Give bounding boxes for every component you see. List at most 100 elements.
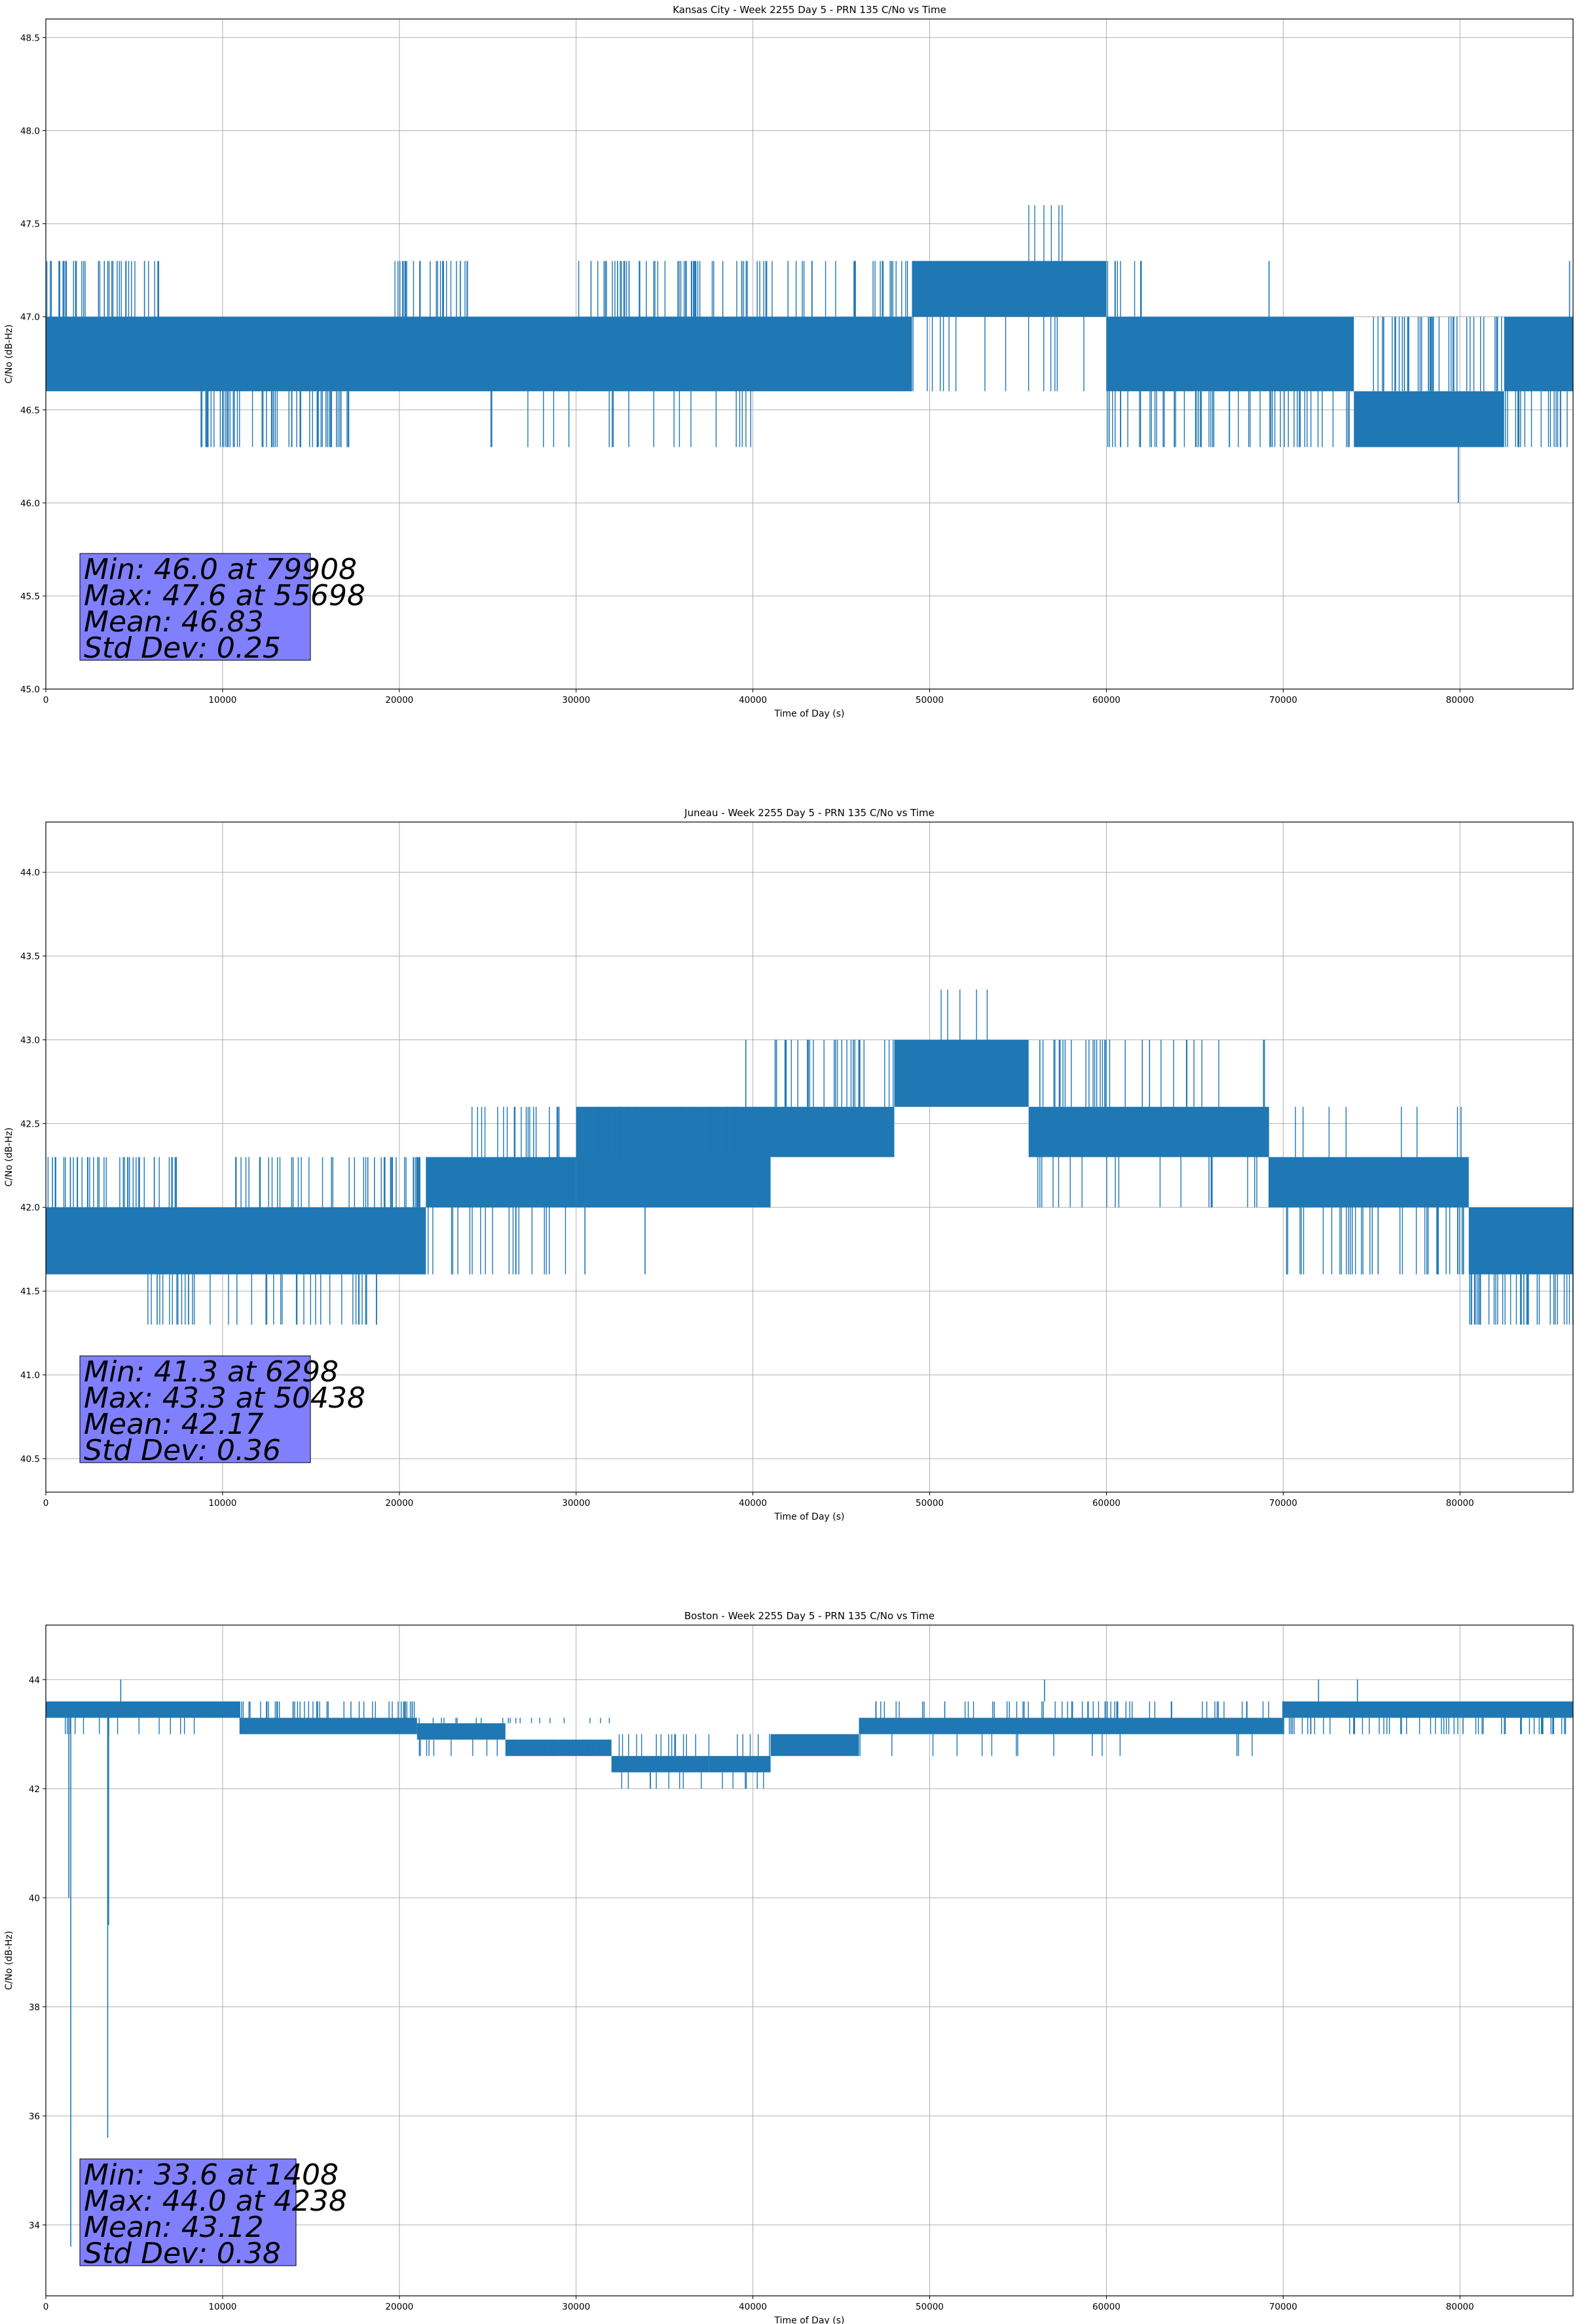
y-tick-label: 44.0 [20, 868, 40, 878]
x-tick-label: 30000 [562, 1498, 590, 1509]
x-tick-label: 40000 [739, 2302, 767, 2312]
subplot-3: 0 10000 20000 30000 40000 50000 60000 70000 8000… [4, 1610, 1574, 2324]
stats-line: Min: 46.0 at 79908 [84, 553, 357, 586]
y-tick-label: 48.5 [20, 33, 40, 43]
data-band [426, 1157, 576, 1208]
y-tick-label: 47.0 [20, 312, 40, 323]
x-axis-label: Time of Day (s) [774, 709, 845, 719]
x-tick-label: 20000 [385, 1498, 413, 1509]
stats-line: Min: 33.6 at 1408 [84, 2158, 339, 2192]
data-band [1269, 1157, 1469, 1208]
y-tick-label: 42.5 [20, 1119, 40, 1129]
data-band [46, 316, 912, 392]
data-band [611, 1755, 709, 1772]
x-tick-label: 0 [43, 2302, 49, 2312]
y-tick-label: 40.5 [20, 1454, 40, 1465]
data-band [1283, 1701, 1573, 1718]
x-tick-label: 0 [43, 695, 49, 705]
chart-title: Kansas City - Week 2255 Day 5 - PRN 135 … [673, 4, 946, 16]
x-tick-label: 60000 [1092, 2302, 1121, 2312]
stats-line: Std Dev: 0.38 [84, 2237, 281, 2270]
stats-box [79, 1355, 311, 1463]
stats-line: Std Dev: 0.25 [84, 631, 281, 665]
data-band [576, 1106, 771, 1208]
data-band [770, 1106, 895, 1157]
y-axis-label: C/No (dB-Hz) [4, 324, 14, 383]
x-tick-label: 10000 [208, 695, 236, 705]
x-tick-label: 60000 [1092, 1498, 1121, 1509]
stats-line: Std Dev: 0.36 [84, 1434, 281, 1467]
data-band [912, 261, 1107, 317]
data-band [770, 1734, 859, 1756]
y-tick-label: 42 [29, 1784, 40, 1795]
data-series [46, 1679, 1573, 2247]
subplot-2: 0 10000 20000 30000 40000 50000 60000 70000 8000… [4, 807, 1574, 1522]
y-tick-label: 48.0 [20, 126, 40, 137]
data-band [1028, 1106, 1269, 1157]
y-tick-label: 44 [29, 1675, 40, 1685]
data-band [505, 1739, 612, 1756]
data-band [1354, 391, 1504, 447]
stats-line: Max: 44.0 at 4238 [84, 2184, 347, 2218]
x-tick-label: 80000 [1446, 695, 1474, 705]
y-tick-label: 46.5 [20, 405, 40, 416]
axes-frame [45, 1624, 1574, 2296]
data-band [1106, 316, 1354, 392]
x-tick-label: 30000 [562, 695, 590, 705]
chart-title: Boston - Week 2255 Day 5 - PRN 135 C/No … [684, 1610, 935, 1622]
chart-title: Juneau - Week 2255 Day 5 - PRN 135 C/No … [684, 807, 935, 819]
axes-frame [45, 821, 1574, 1493]
y-axis-label: C/No (dB-Hz) [4, 1127, 14, 1186]
stats-box [79, 2158, 297, 2266]
data-band [894, 1040, 1029, 1107]
data-series [46, 205, 1573, 503]
y-tick-label: 36 [29, 2111, 40, 2122]
stats-box [79, 553, 311, 661]
x-tick-label: 80000 [1446, 1498, 1474, 1509]
x-axis-label: Time of Day (s) [774, 2315, 845, 2324]
subplot-1: 0 10000 20000 30000 40000 50000 60000 70000 8000… [4, 4, 1574, 719]
x-tick-label: 20000 [385, 2302, 413, 2312]
y-tick-label: 45.0 [20, 684, 40, 695]
data-series [46, 989, 1574, 1325]
stats-line: Mean: 42.17 [84, 1408, 264, 1441]
x-tick-label: 50000 [916, 2302, 944, 2312]
stats-line: Max: 47.6 at 55698 [84, 579, 365, 612]
y-tick-label: 41.5 [20, 1286, 40, 1297]
y-tick-label: 43.5 [20, 952, 40, 962]
x-tick-label: 70000 [1269, 1498, 1297, 1509]
data-band [46, 1207, 426, 1275]
stats-line: Min: 41.3 at 6298 [84, 1355, 339, 1389]
x-tick-label: 50000 [916, 1498, 944, 1509]
y-axis-label: C/No (dB-Hz) [4, 1931, 14, 1990]
x-tick-label: 40000 [739, 1498, 767, 1509]
data-band [709, 1755, 771, 1772]
data-band [46, 1701, 240, 1718]
y-tick-label: 42.0 [20, 1203, 40, 1213]
data-band [417, 1723, 506, 1740]
x-tick-label: 10000 [208, 2302, 236, 2312]
y-tick-label: 47.5 [20, 219, 40, 230]
y-tick-label: 45.5 [20, 591, 40, 602]
stats-line: Max: 43.3 at 50438 [84, 1381, 365, 1415]
y-tick-label: 40 [29, 1893, 40, 1903]
x-tick-label: 30000 [562, 2302, 590, 2312]
stats-line: Mean: 46.83 [84, 605, 264, 639]
x-tick-label: 70000 [1269, 2302, 1297, 2312]
y-tick-label: 34 [29, 2221, 40, 2231]
data-band [240, 1717, 417, 1734]
x-tick-label: 40000 [739, 695, 767, 705]
x-tick-label: 10000 [208, 1498, 236, 1509]
data-band [1468, 1207, 1573, 1275]
stats-line: Mean: 43.12 [84, 2211, 264, 2244]
x-tick-label: 20000 [385, 695, 413, 705]
y-tick-label: 41.0 [20, 1370, 40, 1381]
axes-frame [45, 18, 1574, 690]
y-tick-label: 43.0 [20, 1035, 40, 1045]
y-tick-label: 46.0 [20, 498, 40, 509]
x-tick-label: 0 [43, 1498, 49, 1509]
x-tick-label: 80000 [1446, 2302, 1474, 2312]
x-tick-label: 70000 [1269, 695, 1297, 705]
x-tick-label: 60000 [1092, 695, 1121, 705]
